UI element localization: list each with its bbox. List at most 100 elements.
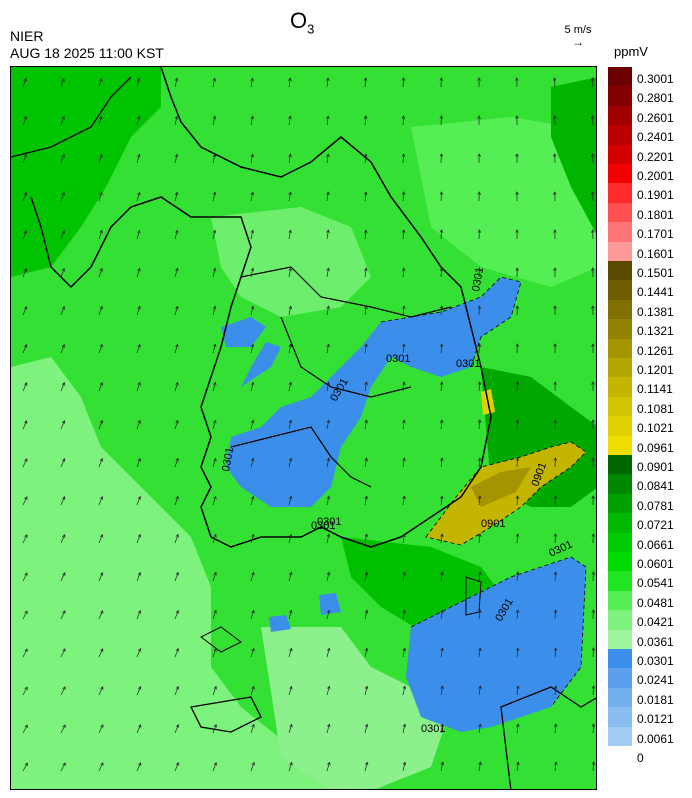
- wind-arrow-icon: [136, 572, 141, 582]
- wind-arrowhead-icon: [515, 457, 520, 461]
- wind-arrowhead-icon: [402, 647, 407, 652]
- wind-arrow-icon: [440, 724, 444, 734]
- colorbar-cell: [608, 474, 632, 495]
- wind-arrowhead-icon: [439, 305, 444, 309]
- wind-arrowhead-icon: [24, 496, 28, 500]
- colorbar-label: 0.1441: [637, 285, 674, 300]
- wind-arrow-icon: [60, 192, 65, 202]
- wind-arrowhead-icon: [478, 571, 482, 576]
- wind-arrowhead-icon: [515, 191, 519, 195]
- wind-arrow-icon: [174, 496, 179, 506]
- wind-arrowhead-icon: [288, 343, 293, 348]
- island-1: [200, 626, 242, 653]
- wind-arrowhead-icon: [402, 495, 406, 500]
- wind-arrowhead-icon: [364, 495, 368, 500]
- wind-arrow-icon: [326, 724, 330, 734]
- wind-arrowhead-icon: [364, 457, 368, 462]
- wind-arrow-icon: [98, 382, 103, 392]
- wind-arrow-icon: [98, 572, 103, 582]
- colorbar-cell: [608, 358, 632, 378]
- wind-arrow-icon: [136, 724, 141, 734]
- wind-arrow-icon: [250, 610, 255, 620]
- wind-arrow-icon: [212, 78, 216, 88]
- wind-arrowhead-icon: [477, 419, 482, 423]
- wind-arrowhead-icon: [288, 305, 293, 310]
- colorbar-label: 0.0781: [637, 498, 674, 513]
- wind-arrowhead-icon: [288, 77, 292, 82]
- colorbar-cell: [608, 726, 632, 747]
- wind-arrowhead-icon: [440, 457, 444, 462]
- wind-arrowhead-icon: [99, 419, 103, 424]
- colorbar-cell: [608, 435, 632, 456]
- wind-arrowhead-icon: [23, 115, 27, 120]
- colorbar-cell: [608, 319, 632, 340]
- colorbar-cell: [608, 687, 632, 708]
- wind-arrow-icon: [174, 572, 179, 582]
- wind-arrowhead-icon: [23, 229, 28, 234]
- wind-arrowhead-icon: [137, 381, 141, 386]
- wind-arrowhead-icon: [439, 267, 444, 271]
- wind-arrowhead-icon: [553, 153, 557, 157]
- wind-arrowhead-icon: [250, 153, 254, 158]
- wind-arrow-icon: [212, 686, 217, 696]
- wind-arrow-icon: [364, 572, 368, 582]
- wind-arrow-icon: [22, 458, 28, 468]
- wind-arrow-icon: [402, 648, 406, 658]
- wind-arrowhead-icon: [477, 381, 482, 385]
- wind-arrowhead-icon: [590, 229, 595, 233]
- wind-arrowhead-icon: [212, 153, 217, 158]
- wind-arrow-icon: [174, 268, 178, 278]
- wind-arrow-icon: [364, 762, 368, 772]
- wind-arrow-icon: [516, 724, 519, 734]
- wind-arrow-icon: [326, 648, 330, 658]
- wind-arrowhead-icon: [477, 267, 482, 271]
- wind-arrow-icon: [440, 343, 443, 354]
- wind-arrowhead-icon: [175, 685, 180, 690]
- wind-arrowhead-icon: [175, 343, 179, 348]
- wind-arrow-icon: [98, 534, 103, 544]
- wind-arrow-icon: [592, 647, 594, 658]
- wind-arrowhead-icon: [402, 533, 406, 538]
- wind-arrow-icon: [174, 610, 179, 620]
- wind-arrow-icon: [174, 762, 179, 772]
- wind-arrowhead-icon: [62, 534, 66, 538]
- wind-arrow-icon: [440, 648, 443, 658]
- wind-arrow-icon: [250, 762, 255, 772]
- wind-arrowhead-icon: [99, 77, 103, 82]
- wind-arrow-icon: [250, 686, 255, 696]
- wind-arrow-icon: [98, 458, 103, 468]
- wind-arrowhead-icon: [402, 343, 406, 348]
- wind-arrowhead-icon: [590, 191, 595, 195]
- wind-arrow-icon: [136, 344, 141, 354]
- colorbar-cell: [608, 67, 632, 87]
- wind-arrowhead-icon: [250, 115, 254, 120]
- wind-arrowhead-icon: [213, 495, 217, 500]
- wind-arrow-icon: [212, 420, 216, 430]
- wind-arrowhead-icon: [326, 647, 331, 652]
- field-olive-core: [471, 467, 531, 507]
- wind-arrowhead-icon: [440, 685, 444, 690]
- wind-arrowhead-icon: [326, 191, 330, 196]
- wind-arrowhead-icon: [288, 153, 292, 158]
- wind-arrowhead-icon: [591, 685, 596, 689]
- wind-arrowhead-icon: [289, 647, 293, 652]
- wind-arrow-icon: [288, 762, 293, 772]
- wind-arrowhead-icon: [402, 457, 406, 462]
- wind-arrowhead-icon: [402, 571, 406, 576]
- wind-arrowhead-icon: [250, 191, 255, 196]
- wind-arrow-icon: [60, 572, 66, 582]
- wind-arrow-icon: [136, 534, 141, 544]
- wind-arrowhead-icon: [213, 685, 217, 690]
- wind-arrow-icon: [326, 306, 329, 316]
- wind-arrowhead-icon: [251, 533, 255, 538]
- wind-arrow-icon: [250, 572, 254, 582]
- colorbar-label: 0.1261: [637, 343, 674, 358]
- wind-arrow-icon: [326, 230, 329, 240]
- map-panel: 0301 0301 0301 0301 0301 0301 0901 0901 …: [10, 66, 597, 790]
- wind-arrow-icon: [288, 420, 292, 430]
- wind-arrowhead-icon: [137, 533, 141, 538]
- wind-arrow-icon: [250, 306, 254, 316]
- wind-arrowhead-icon: [62, 610, 66, 614]
- wind-arrow-icon: [212, 572, 217, 582]
- wind-arrow-icon: [364, 268, 367, 278]
